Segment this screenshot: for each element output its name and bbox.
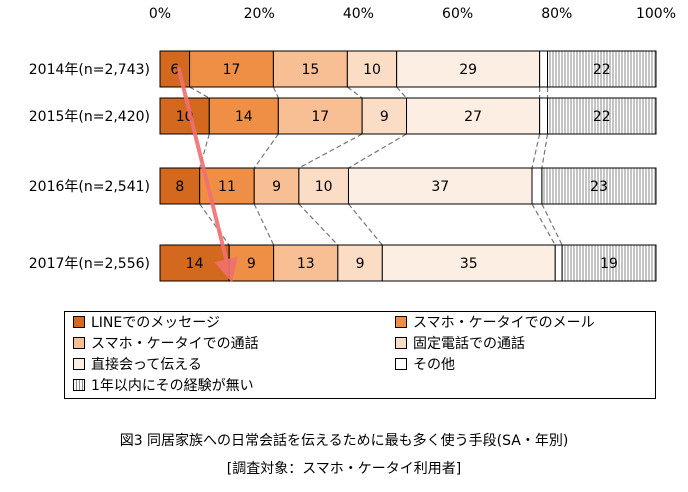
legend-label: LINEでのメッセージ xyxy=(91,315,220,331)
legend-label: スマホ・ケータイでのメール xyxy=(413,315,595,331)
legend-swatch xyxy=(73,358,85,370)
bar-segment xyxy=(539,50,549,88)
legend-swatch xyxy=(73,379,85,391)
legend-item: 固定電話での通話 xyxy=(395,333,525,353)
bar-segment xyxy=(561,244,657,282)
bar-segment xyxy=(337,244,383,282)
bar-segment xyxy=(346,50,398,88)
category-label: 2016年(n=2,541) xyxy=(29,179,150,195)
chart-caption: 図3 同居家族への日常会話を伝えるために最も多く使う手段(SA・年別) xyxy=(119,433,569,449)
bar-value-label: 9 xyxy=(272,179,281,195)
legend-swatch xyxy=(395,316,407,328)
connector-line xyxy=(541,133,549,169)
connector-line xyxy=(298,133,363,169)
legend-label: その他 xyxy=(413,357,455,373)
category-label: 2017年(n=2,556) xyxy=(29,256,150,272)
bar-segment xyxy=(396,50,541,88)
connector-line xyxy=(189,86,210,99)
x-tick-label: 40% xyxy=(343,6,374,22)
bar-segment xyxy=(277,97,363,135)
category-label: 2015年(n=2,420) xyxy=(29,109,150,125)
x-tick-label: 80% xyxy=(541,6,572,22)
legend-swatch xyxy=(73,337,85,349)
legend-item: スマホ・ケータイでのメール xyxy=(395,312,595,332)
bar-value-label: 23 xyxy=(590,179,608,195)
bar-value-label: 29 xyxy=(459,62,477,78)
trend-arrow xyxy=(176,67,238,283)
bar-segment xyxy=(406,97,541,135)
x-tick-label: 100% xyxy=(636,6,676,22)
bar-segment xyxy=(547,97,657,135)
legend-swatch xyxy=(395,358,407,370)
bar-value-label: 9 xyxy=(356,256,365,272)
connector-line xyxy=(253,203,275,246)
x-tick-label: 0% xyxy=(149,6,171,22)
legend-item: LINEでのメッセージ xyxy=(73,312,220,332)
bar-value-label: 14 xyxy=(235,109,253,125)
bar-segment xyxy=(272,50,348,88)
bar-segment xyxy=(554,244,563,282)
bar-segment xyxy=(539,97,549,135)
x-tick-label: 20% xyxy=(244,6,275,22)
bar-value-label: 14 xyxy=(186,256,204,272)
legend-item: 1年以内にその経験が無い xyxy=(73,375,254,395)
bar-value-label: 10 xyxy=(315,179,333,195)
stacked-bar-chart: 0% 20% 40% 60% 80% 100% 6 17 15 10 29 22 10 14 17 9 27 2… xyxy=(29,6,676,283)
bar-value-label: 17 xyxy=(311,109,329,125)
bar-segment xyxy=(531,167,543,205)
bar-value-label: 19 xyxy=(600,256,618,272)
legend-item: スマホ・ケータイでの通話 xyxy=(73,333,259,353)
bar-value-label: 6 xyxy=(170,62,179,78)
bar-segment xyxy=(298,167,349,205)
bar-segment xyxy=(208,97,279,135)
bar-segment xyxy=(541,167,657,205)
bar-value-label: 13 xyxy=(297,256,315,272)
bar-segment xyxy=(189,50,274,88)
bar-segment xyxy=(381,244,556,282)
legend-swatch xyxy=(73,316,85,328)
x-tick-label: 60% xyxy=(442,6,473,22)
legend-swatch xyxy=(395,337,407,349)
connector-line xyxy=(348,203,383,246)
legend: LINEでのメッセージ スマホ・ケータイでのメールスマホ・ケータイでの通話 固定電話… xyxy=(64,311,656,399)
legend-label: スマホ・ケータイでの通話 xyxy=(91,336,259,352)
bar-segment xyxy=(347,167,533,205)
bar-value-label: 22 xyxy=(593,109,611,125)
bar-value-label: 11 xyxy=(218,179,236,195)
connector-line xyxy=(531,203,556,246)
bar-value-label: 10 xyxy=(363,62,381,78)
connector-line xyxy=(531,133,541,169)
bar-value-label: 35 xyxy=(460,256,478,272)
bar-value-label: 15 xyxy=(301,62,319,78)
connector-line xyxy=(272,86,279,99)
connector-line xyxy=(199,133,210,169)
legend-label: 1年以内にその経験が無い xyxy=(91,378,254,394)
connector-line xyxy=(253,133,279,169)
connector-line xyxy=(346,86,363,99)
bar-value-label: 22 xyxy=(593,62,611,78)
bar-segment xyxy=(547,50,657,88)
bar-segment xyxy=(361,97,408,135)
bar-value-label: 8 xyxy=(175,179,184,195)
bar-value-label: 17 xyxy=(223,62,241,78)
bar-value-label: 27 xyxy=(464,109,482,125)
chart-subcaption: [調査対象：スマホ・ケータイ利用者] xyxy=(226,461,462,477)
legend-item: 直接会って伝える xyxy=(73,354,202,374)
legend-label: 固定電話での通話 xyxy=(413,336,525,352)
bar-value-label: 9 xyxy=(380,109,389,125)
connector-line xyxy=(348,133,407,169)
bar-value-label: 37 xyxy=(431,179,449,195)
legend-label: 直接会って伝える xyxy=(91,357,202,373)
legend-item: その他 xyxy=(395,354,455,374)
connector-line xyxy=(396,86,407,99)
connector-line xyxy=(199,203,230,246)
bar-value-label: 9 xyxy=(247,256,256,272)
category-label: 2014年(n=2,743) xyxy=(29,62,150,78)
connector-line xyxy=(298,203,339,246)
